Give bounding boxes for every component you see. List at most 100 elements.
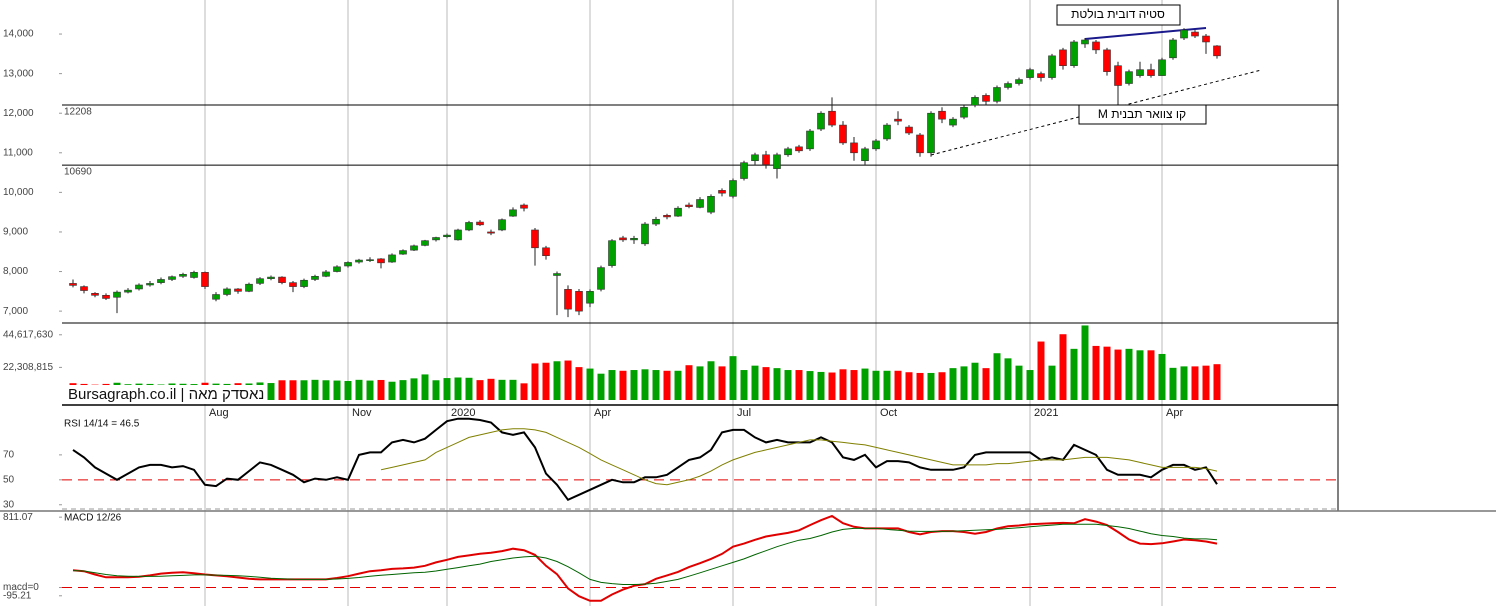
volume-bar xyxy=(861,368,869,400)
volume-bar xyxy=(828,372,836,400)
candle-body xyxy=(553,273,561,276)
candle-body xyxy=(663,215,671,218)
y-tick-label: macd=0 xyxy=(3,582,39,593)
candle-body xyxy=(1213,45,1221,57)
candle-body xyxy=(707,196,715,213)
candle-body xyxy=(1147,69,1155,76)
candle-body xyxy=(883,124,891,140)
watermark: Bursagraph.co.il | נאסדק מאה xyxy=(68,386,264,403)
series-line xyxy=(380,428,1218,486)
candle-body xyxy=(190,272,198,278)
volume-bar xyxy=(1213,364,1221,400)
volume-bar xyxy=(872,370,880,400)
level-label: 10690 xyxy=(64,167,92,178)
candle-body xyxy=(1092,41,1100,51)
candle-body xyxy=(542,247,550,257)
volume-bar xyxy=(982,368,990,400)
candle-body xyxy=(1081,39,1089,45)
candle-body xyxy=(388,254,396,263)
candle-body xyxy=(608,240,616,266)
volume-bar xyxy=(619,370,627,400)
y-tick-label: 12,000 xyxy=(3,108,34,119)
candle-body xyxy=(333,266,341,272)
volume-bar xyxy=(1147,350,1155,400)
volume-bar xyxy=(740,370,748,400)
volume-bar xyxy=(905,372,913,400)
volume-bar xyxy=(410,378,418,400)
candle-body xyxy=(311,275,319,280)
volume-bar xyxy=(1180,366,1188,400)
volume-bar xyxy=(927,372,935,400)
candle-body xyxy=(795,146,803,152)
volume-bar xyxy=(597,373,605,400)
volume-bar xyxy=(751,365,759,400)
candle-body xyxy=(432,237,440,241)
candle-body xyxy=(652,218,660,225)
candle-body xyxy=(960,106,968,118)
candle-body xyxy=(355,259,363,263)
candle-body xyxy=(465,222,473,231)
x-tick-label: Apr xyxy=(594,407,611,419)
candle-body xyxy=(575,291,583,312)
candle-body xyxy=(300,279,308,287)
volume-bar xyxy=(608,370,616,400)
volume-bar xyxy=(1158,353,1166,400)
x-tick-label: Jul xyxy=(737,407,751,419)
volume-bar xyxy=(883,370,891,400)
volume-bar xyxy=(333,380,341,400)
volume-bar xyxy=(674,370,682,400)
candle-body xyxy=(443,234,451,238)
volume-bar xyxy=(1092,345,1100,400)
volume-bar xyxy=(817,371,825,400)
candle-body xyxy=(1015,79,1023,84)
candle-body xyxy=(179,274,187,277)
candle-body xyxy=(641,223,649,245)
candle-body xyxy=(267,276,275,279)
candle-body xyxy=(1169,39,1177,59)
volume-bar xyxy=(289,380,297,400)
candle-body xyxy=(135,284,143,290)
candle-body xyxy=(861,148,869,162)
candle-body xyxy=(751,154,759,162)
annotation: קו צוואר תבנית M xyxy=(1098,107,1186,121)
candle-body xyxy=(971,97,979,106)
volume-bar xyxy=(806,371,814,400)
annotation: סטיה דובית בולטת xyxy=(1071,7,1165,21)
y-tick-label: -95.21 xyxy=(3,590,32,601)
candle-body xyxy=(696,199,704,208)
candle-body xyxy=(498,219,506,231)
volume-bar xyxy=(476,380,484,400)
candle-body xyxy=(366,259,374,261)
candle-body xyxy=(509,209,517,217)
volume-bar xyxy=(685,365,693,400)
volume-bar xyxy=(949,368,957,400)
candle-body xyxy=(168,276,176,280)
candle-body xyxy=(476,221,484,226)
volume-bar xyxy=(1136,350,1144,400)
candle-body xyxy=(278,276,286,283)
candle-body xyxy=(146,283,154,286)
y-tick-label: 13,000 xyxy=(3,68,34,79)
volume-bar xyxy=(1070,348,1078,400)
volume-bar xyxy=(366,380,374,400)
candle-body xyxy=(80,286,88,291)
volume-bar xyxy=(575,367,583,400)
volume-bar xyxy=(1037,341,1045,400)
candle-body xyxy=(828,110,836,126)
candle-body xyxy=(1103,49,1111,72)
candle-body xyxy=(1125,71,1133,84)
candle-body xyxy=(124,289,132,293)
volume-bar xyxy=(1026,370,1034,400)
x-tick-label: 2020 xyxy=(451,407,475,419)
volume-bar xyxy=(641,369,649,400)
candle-body xyxy=(531,229,539,249)
y-tick-label: 811.07 xyxy=(3,512,33,523)
volume-bar xyxy=(1015,365,1023,400)
volume-bar xyxy=(1048,365,1056,400)
candle-body xyxy=(102,294,110,299)
y-tick-label: 7,000 xyxy=(3,306,28,317)
volume-bar xyxy=(696,366,704,400)
volume-bar xyxy=(971,362,979,400)
